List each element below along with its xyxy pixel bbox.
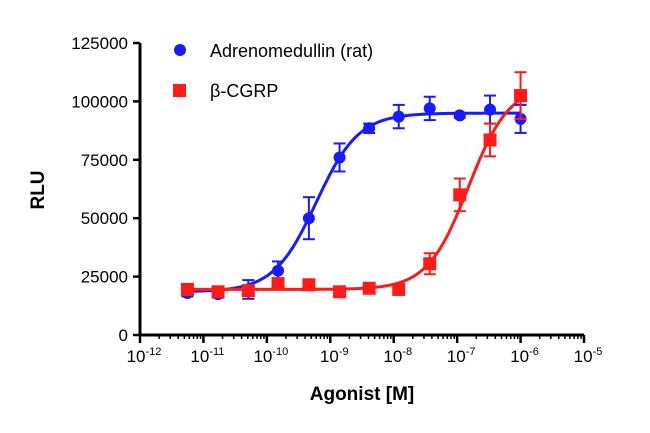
x-tick-label: 10-10: [253, 346, 288, 366]
marker-square: [453, 188, 467, 202]
y-tick-label: 100000: [71, 92, 128, 111]
marker-circle: [453, 109, 466, 122]
x-tick-label: 10-12: [127, 346, 162, 366]
x-tick-label: 10-5: [574, 346, 603, 366]
marker-square: [392, 282, 406, 296]
marker-circle: [423, 102, 436, 115]
marker-square: [333, 285, 347, 299]
marker-square: [211, 285, 225, 299]
x-tick-label: 10-11: [190, 346, 224, 366]
marker-circle: [484, 103, 497, 116]
data-point: [514, 71, 528, 120]
data-point: [483, 122, 497, 158]
data-point: [363, 122, 376, 135]
y-tick-label: 125000: [71, 34, 128, 53]
data-point: [271, 277, 285, 291]
marker-square: [271, 277, 285, 291]
data-point: [241, 284, 255, 298]
fit-curves: [187, 98, 522, 293]
y-axis-label: RLU: [28, 170, 49, 209]
data-point: [392, 282, 406, 296]
marker-square: [241, 284, 255, 298]
marker-circle: [363, 122, 376, 135]
marker-square: [483, 133, 497, 147]
legend-marker-cgrp: [173, 84, 186, 97]
marker-circle: [392, 110, 405, 123]
x-tick-label: 10-6: [510, 346, 539, 366]
data-point: [333, 142, 346, 173]
fit-curve-cgrp: [187, 98, 522, 291]
y-tick-label: 25000: [81, 268, 128, 287]
marker-square: [423, 257, 437, 271]
fit-curve-adrenomedullin: [187, 111, 521, 293]
marker-square: [180, 282, 194, 296]
data-point: [423, 95, 436, 122]
y-tick-label: 50000: [81, 209, 128, 228]
x-tick-label: 10-8: [383, 346, 412, 366]
data-point: [484, 94, 497, 125]
legend: Adrenomedullin (rat) β-CGRP: [173, 41, 373, 101]
data-point: [211, 285, 225, 299]
x-axis-label: Agonist [M]: [310, 384, 414, 405]
data-point: [362, 281, 376, 295]
data-points: [180, 71, 528, 301]
data-point: [453, 109, 466, 122]
data-point: [302, 196, 315, 241]
legend-marker-adrenomedullin: [174, 44, 186, 56]
data-point: [453, 177, 467, 213]
legend-label-cgrp: β-CGRP: [210, 81, 278, 101]
axes: 0 25000 50000 75000 100000 125000 10-12 10-11 10…: [71, 34, 602, 366]
y-tick-label: 0: [119, 326, 128, 345]
data-point: [180, 282, 194, 296]
data-point: [333, 285, 347, 299]
marker-square: [514, 89, 528, 103]
data-point: [423, 252, 437, 276]
marker-circle: [302, 212, 315, 225]
marker-circle: [272, 264, 285, 277]
marker-square: [302, 278, 316, 292]
marker-square: [362, 281, 376, 295]
y-tick-label: 75000: [81, 151, 128, 170]
legend-label-adrenomedullin: Adrenomedullin (rat): [210, 41, 373, 61]
marker-circle: [333, 151, 346, 164]
x-tick-label: 10-9: [320, 346, 349, 366]
data-point: [302, 278, 316, 292]
data-point: [392, 103, 405, 130]
x-tick-label: 10-7: [447, 346, 476, 366]
